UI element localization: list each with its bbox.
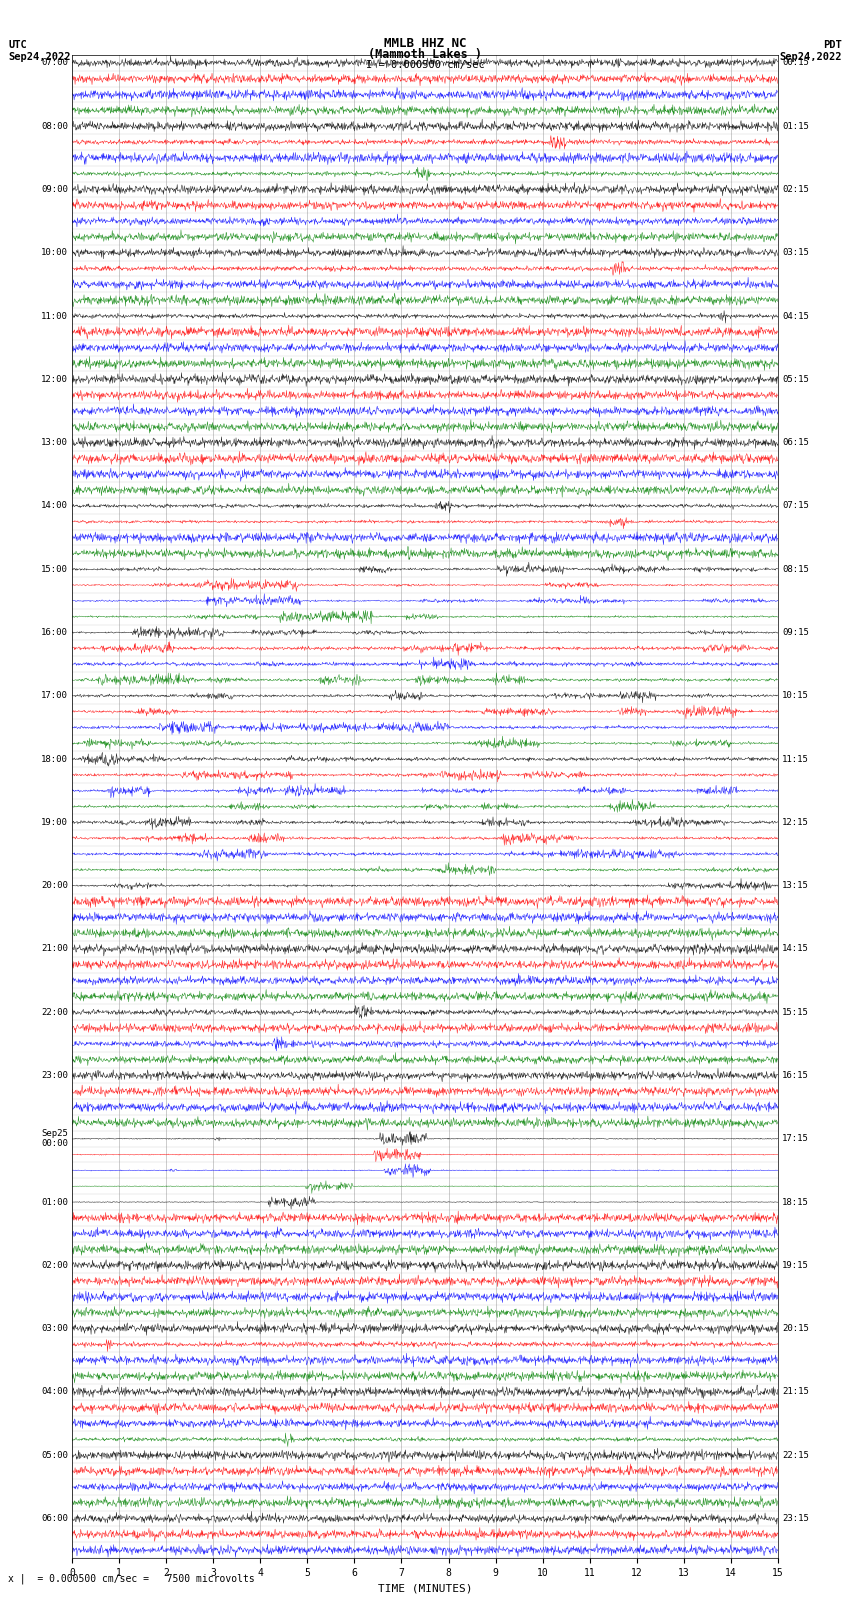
Text: 13:15: 13:15: [782, 881, 809, 890]
X-axis label: TIME (MINUTES): TIME (MINUTES): [377, 1584, 473, 1594]
Text: 17:00: 17:00: [41, 692, 68, 700]
Text: 16:15: 16:15: [782, 1071, 809, 1081]
Text: 06:00: 06:00: [41, 1515, 68, 1523]
Text: 05:00: 05:00: [41, 1450, 68, 1460]
Text: 18:15: 18:15: [782, 1197, 809, 1207]
Text: 03:00: 03:00: [41, 1324, 68, 1332]
Text: 22:00: 22:00: [41, 1008, 68, 1016]
Text: 16:00: 16:00: [41, 627, 68, 637]
Text: Sep24,2022: Sep24,2022: [8, 52, 71, 61]
Text: 01:15: 01:15: [782, 121, 809, 131]
Text: 20:00: 20:00: [41, 881, 68, 890]
Text: Sep24,2022: Sep24,2022: [779, 52, 842, 61]
Text: 15:00: 15:00: [41, 565, 68, 574]
Text: 06:15: 06:15: [782, 439, 809, 447]
Text: x |  = 0.000500 cm/sec =   7500 microvolts: x | = 0.000500 cm/sec = 7500 microvolts: [8, 1573, 255, 1584]
Text: 04:15: 04:15: [782, 311, 809, 321]
Text: 10:15: 10:15: [782, 692, 809, 700]
Text: 21:00: 21:00: [41, 944, 68, 953]
Text: PDT: PDT: [823, 40, 842, 50]
Text: 22:15: 22:15: [782, 1450, 809, 1460]
Text: 00:15: 00:15: [782, 58, 809, 68]
Text: 19:15: 19:15: [782, 1261, 809, 1269]
Text: UTC: UTC: [8, 40, 27, 50]
Text: 07:15: 07:15: [782, 502, 809, 510]
Text: 07:00: 07:00: [41, 58, 68, 68]
Text: I = 0.000500 cm/sec: I = 0.000500 cm/sec: [366, 60, 484, 69]
Text: 14:00: 14:00: [41, 502, 68, 510]
Text: 02:00: 02:00: [41, 1261, 68, 1269]
Text: 12:15: 12:15: [782, 818, 809, 827]
Text: 12:00: 12:00: [41, 374, 68, 384]
Text: 02:15: 02:15: [782, 185, 809, 194]
Text: Sep25
00:00: Sep25 00:00: [41, 1129, 68, 1148]
Text: 11:00: 11:00: [41, 311, 68, 321]
Text: 14:15: 14:15: [782, 944, 809, 953]
Text: 10:00: 10:00: [41, 248, 68, 256]
Text: 17:15: 17:15: [782, 1134, 809, 1144]
Text: 08:00: 08:00: [41, 121, 68, 131]
Text: (Mammoth Lakes ): (Mammoth Lakes ): [368, 48, 482, 61]
Text: 23:00: 23:00: [41, 1071, 68, 1081]
Text: MMLB HHZ NC: MMLB HHZ NC: [383, 37, 467, 50]
Text: 08:15: 08:15: [782, 565, 809, 574]
Text: 23:15: 23:15: [782, 1515, 809, 1523]
Text: 05:15: 05:15: [782, 374, 809, 384]
Text: 09:00: 09:00: [41, 185, 68, 194]
Text: 15:15: 15:15: [782, 1008, 809, 1016]
Text: 04:00: 04:00: [41, 1387, 68, 1397]
Text: 01:00: 01:00: [41, 1197, 68, 1207]
Text: 09:15: 09:15: [782, 627, 809, 637]
Text: 13:00: 13:00: [41, 439, 68, 447]
Text: 18:00: 18:00: [41, 755, 68, 763]
Text: 03:15: 03:15: [782, 248, 809, 256]
Text: 19:00: 19:00: [41, 818, 68, 827]
Text: 21:15: 21:15: [782, 1387, 809, 1397]
Text: 11:15: 11:15: [782, 755, 809, 763]
Text: 20:15: 20:15: [782, 1324, 809, 1332]
